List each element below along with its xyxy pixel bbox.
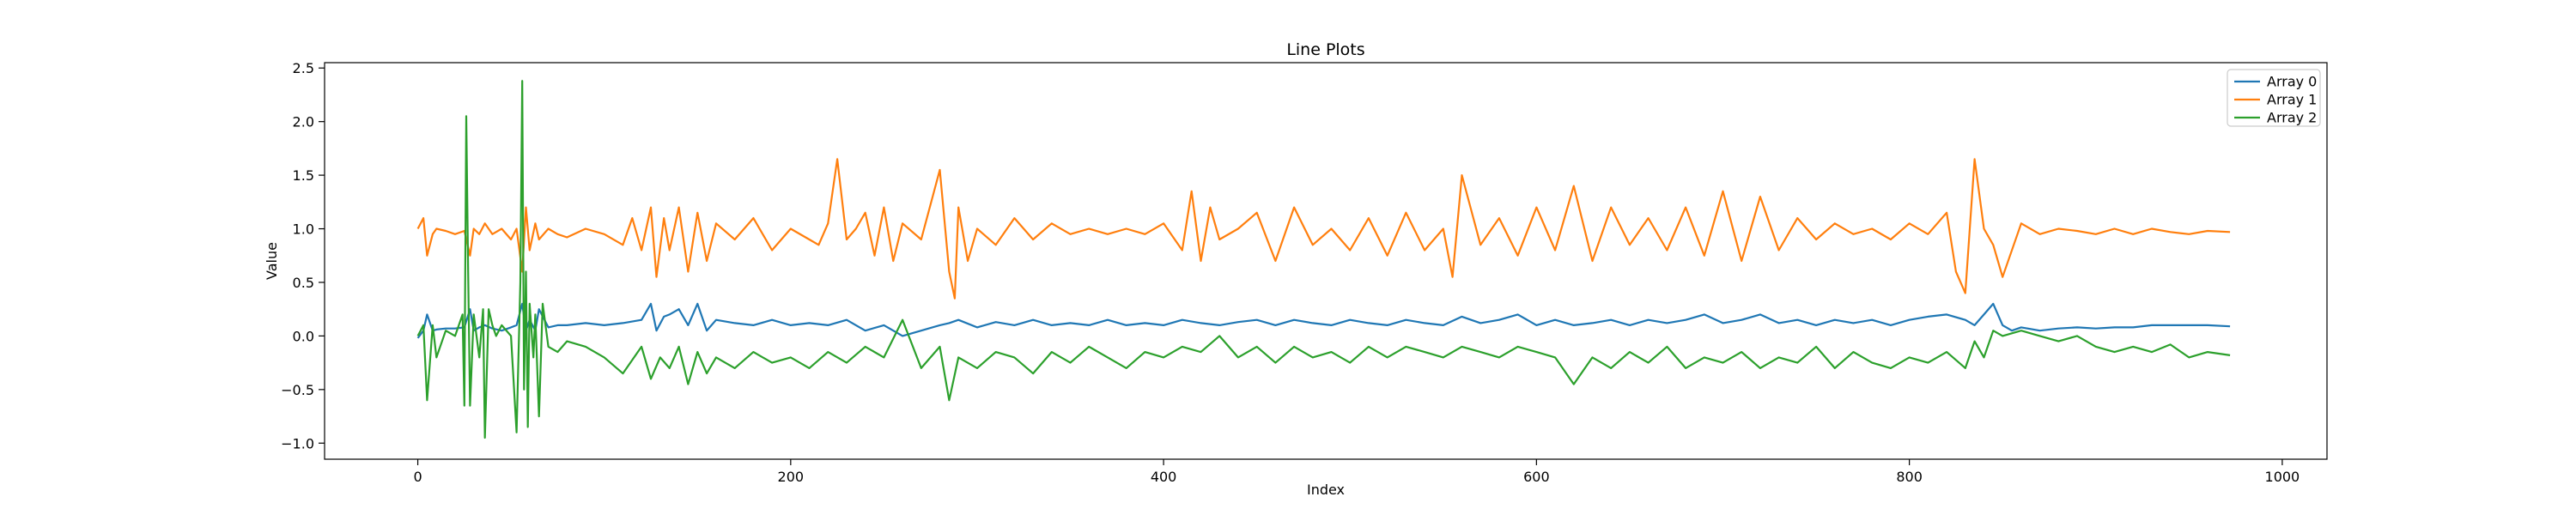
legend-label-array-1: Array 1 <box>2267 92 2317 108</box>
y-tick-label: −0.5 <box>281 382 314 398</box>
x-tick-label: 400 <box>1151 469 1177 485</box>
legend-box <box>2227 69 2321 127</box>
chart-title: Line Plots <box>1286 40 1364 59</box>
plot-frame <box>324 62 2328 460</box>
x-axis: 0 200 400 600 800 1000 <box>413 459 2300 485</box>
y-tick-label: 0.5 <box>293 275 314 291</box>
x-axis-label: Index <box>1307 482 1345 498</box>
y-tick-label: 2.5 <box>293 60 314 76</box>
x-tick-label: 0 <box>413 469 422 485</box>
x-tick-label: 800 <box>1896 469 1923 485</box>
x-tick-label: 600 <box>1523 469 1550 485</box>
series-line-array-1 <box>416 158 2231 300</box>
y-tick-label: 2.0 <box>293 114 314 130</box>
legend: Array 0 Array 1 Array 2 <box>2227 69 2321 127</box>
y-tick-label: 0.0 <box>293 328 314 344</box>
series-line-array-2 <box>416 80 2231 439</box>
y-axis: −1.0 −0.5 0.0 0.5 1.0 1.5 2.0 2.5 <box>281 60 325 451</box>
legend-label-array-0: Array 0 <box>2267 74 2317 90</box>
y-tick-label: 1.0 <box>293 221 314 238</box>
y-axis-label: Value <box>264 242 280 280</box>
x-tick-label: 200 <box>778 469 805 485</box>
legend-label-array-2: Array 2 <box>2267 110 2317 126</box>
y-tick-label: 1.5 <box>293 167 314 184</box>
x-tick-label: 1000 <box>2265 469 2300 485</box>
series-layer <box>416 80 2231 439</box>
y-tick-label: −1.0 <box>281 435 314 451</box>
series-line-array-0 <box>416 302 2231 339</box>
